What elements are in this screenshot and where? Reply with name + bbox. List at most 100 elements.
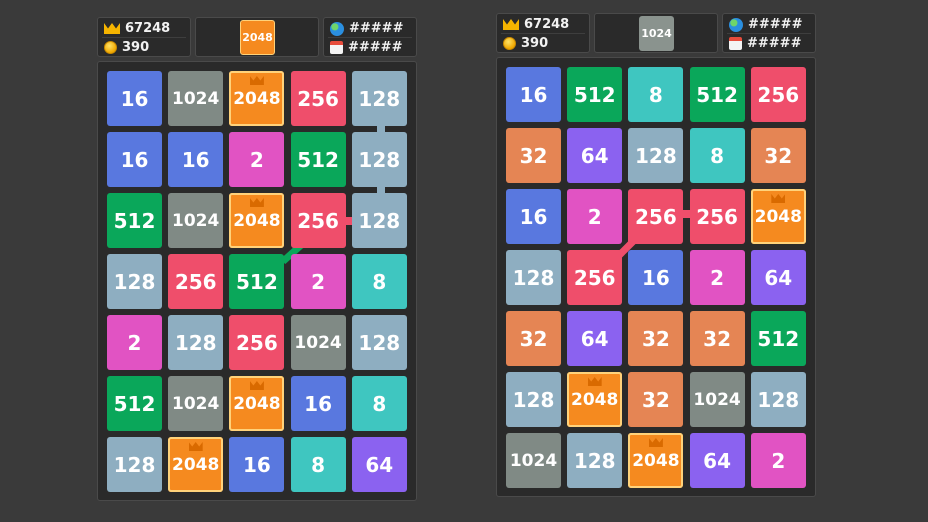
tile[interactable]: 32	[689, 311, 745, 366]
tile[interactable]: 128	[506, 250, 561, 305]
tile-value: 8	[648, 82, 663, 107]
rank-panel[interactable]: ##### #####	[722, 13, 816, 53]
tile[interactable]: 1024	[689, 372, 745, 427]
tile[interactable]: 128	[351, 315, 407, 370]
tile-value: 32	[641, 387, 670, 412]
tile[interactable]: 2	[107, 315, 162, 370]
tile[interactable]: 16	[290, 376, 346, 431]
tile[interactable]: 64	[689, 433, 745, 488]
rank-panel[interactable]: ##### #####	[323, 17, 417, 57]
tile-value: 128	[512, 387, 555, 412]
tile[interactable]: 512	[290, 132, 346, 187]
tile[interactable]: 32	[506, 128, 561, 183]
crown-icon	[648, 438, 663, 447]
tile[interactable]: 16	[107, 132, 162, 187]
crown-icon	[771, 194, 786, 203]
score-value: 67248	[125, 21, 171, 36]
tile[interactable]: 1024	[290, 315, 346, 370]
tile[interactable]: 256	[567, 250, 623, 305]
tile[interactable]: 16	[628, 250, 684, 305]
tile[interactable]: 256	[229, 315, 285, 370]
tile[interactable]: 8	[351, 254, 407, 309]
tile[interactable]: 128	[750, 372, 806, 427]
tile[interactable]: 64	[351, 437, 407, 492]
tile[interactable]: 512	[750, 311, 806, 366]
tile[interactable]: 64	[567, 128, 623, 183]
tile[interactable]: 2048	[750, 189, 806, 244]
tile[interactable]: 2	[290, 254, 346, 309]
tile[interactable]: 2048	[229, 376, 285, 431]
tile-value: 32	[764, 143, 793, 168]
tile[interactable]: 1024	[168, 71, 224, 126]
tile[interactable]: 256	[168, 254, 224, 309]
tile[interactable]: 2	[750, 433, 806, 488]
best-score: 67248	[104, 20, 170, 37]
hud: 67248 390 2048 ##### #####	[97, 17, 417, 57]
tile-value: 256	[297, 86, 339, 111]
tile-value: 16	[641, 265, 670, 290]
tile[interactable]: 32	[628, 311, 684, 366]
tile-value: 2048	[754, 206, 802, 227]
tile-value: 1024	[294, 332, 342, 353]
tile[interactable]: 2048	[229, 71, 285, 126]
tile[interactable]: 128	[107, 437, 162, 492]
divider	[102, 37, 186, 38]
tile[interactable]: 16	[168, 132, 224, 187]
tile[interactable]: 512	[689, 67, 745, 122]
tile[interactable]: 256	[290, 71, 346, 126]
tile[interactable]: 128	[168, 315, 224, 370]
tile[interactable]: 1024	[168, 193, 224, 248]
tile[interactable]: 16	[229, 437, 285, 492]
tile[interactable]: 256	[689, 189, 745, 244]
globe-icon	[729, 17, 743, 32]
tile-value: 8	[372, 391, 387, 416]
tile[interactable]: 64	[750, 250, 806, 305]
tile[interactable]: 8	[689, 128, 745, 183]
tile[interactable]: 64	[567, 311, 623, 366]
tile[interactable]: 256	[290, 193, 346, 248]
tile-value: 32	[641, 326, 670, 351]
tile[interactable]: 8	[290, 437, 346, 492]
divider	[328, 37, 412, 38]
tile[interactable]: 128	[567, 433, 623, 488]
tile[interactable]: 128	[506, 372, 561, 427]
tile[interactable]: 8	[628, 67, 684, 122]
tile[interactable]: 1024	[168, 376, 224, 431]
tile[interactable]: 2	[689, 250, 745, 305]
tile[interactable]: 32	[750, 128, 806, 183]
tile-value: 1024	[693, 389, 741, 410]
tile[interactable]: 32	[628, 372, 684, 427]
tile[interactable]: 16	[506, 67, 561, 122]
tile[interactable]: 128	[628, 128, 684, 183]
crown-icon	[249, 381, 264, 390]
tile[interactable]: 256	[628, 189, 684, 244]
tile[interactable]: 128	[351, 193, 407, 248]
tile[interactable]: 512	[567, 67, 623, 122]
tile-value: 2	[587, 204, 602, 229]
tile[interactable]: 2048	[628, 433, 684, 488]
tile-value: 256	[297, 208, 339, 233]
tile-value: 128	[512, 265, 555, 290]
tile[interactable]: 2048	[567, 372, 623, 427]
tile[interactable]: 128	[351, 71, 407, 126]
tile[interactable]: 2048	[168, 437, 224, 492]
tile[interactable]: 512	[107, 193, 162, 248]
tile[interactable]: 8	[351, 376, 407, 431]
tile[interactable]: 128	[351, 132, 407, 187]
tile-value: 16	[519, 204, 548, 229]
global-rank: #####	[330, 20, 403, 37]
tile[interactable]: 32	[506, 311, 561, 366]
tile[interactable]: 16	[506, 189, 561, 244]
tile[interactable]: 512	[229, 254, 285, 309]
tile[interactable]: 2	[567, 189, 623, 244]
tile[interactable]: 2	[229, 132, 285, 187]
tile[interactable]: 16	[107, 71, 162, 126]
tile[interactable]: 128	[107, 254, 162, 309]
tile-value: 128	[358, 147, 401, 172]
tile[interactable]: 512	[107, 376, 162, 431]
tile[interactable]: 2048	[229, 193, 285, 248]
tile-value: 256	[696, 204, 738, 229]
tile[interactable]: 1024	[506, 433, 561, 488]
tile[interactable]: 256	[750, 67, 806, 122]
tile-value: 2048	[233, 393, 281, 414]
